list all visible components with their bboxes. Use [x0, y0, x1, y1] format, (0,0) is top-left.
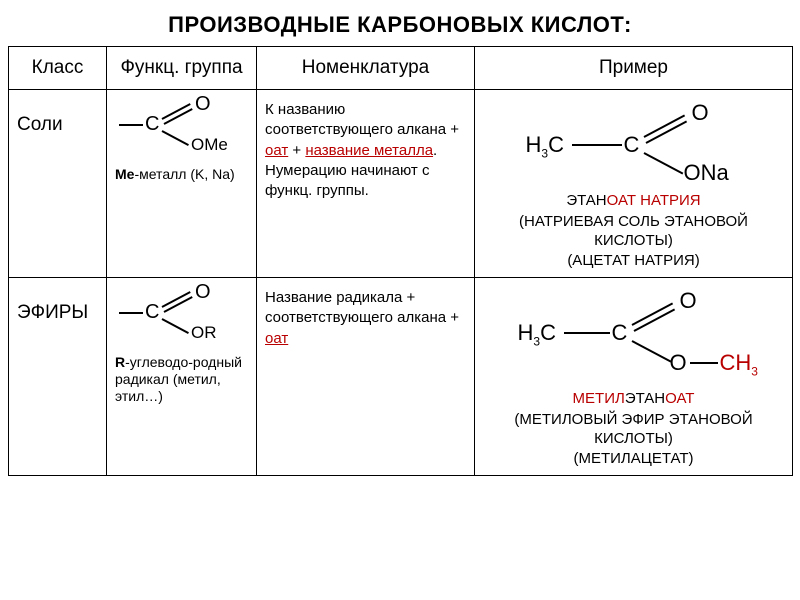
salts-example: H3C C O ONa ЭТАНОАТ НАТРИЯ (НАТРИЕВАЯ СО… — [475, 90, 793, 278]
col-class: Класс — [9, 47, 107, 90]
row-esters: ЭФИРЫ C O OR R-углеводо-родный радикал (… — [9, 278, 793, 476]
table-header-row: Класс Функц. группа Номенклатура Пример — [9, 47, 793, 90]
col-example: Пример — [475, 47, 793, 90]
col-group: Функц. группа — [107, 47, 257, 90]
salts-class: Соли — [9, 90, 107, 278]
salts-ex-p2: (АЦЕТАТ НАТРИЯ) — [483, 252, 784, 271]
salts-ex-formula: H3C C O ONa — [504, 100, 764, 190]
esters-group: C O OR R-углеводо-родный радикал (метил,… — [107, 278, 257, 476]
esters-group-note: R-углеводо-родный радикал (метил, этил…) — [115, 354, 248, 404]
row-salts: Соли C O OMe Me-металл (K, Na) К названи… — [9, 90, 793, 278]
salts-group-note: Me-металл (K, Na) — [115, 166, 248, 183]
esters-class: ЭФИРЫ — [9, 278, 107, 476]
salts-nomen: К названию соответствующего алкана + оат… — [257, 90, 475, 278]
page-title: ПРОИЗВОДНЫЕ КАРБОНОВЫХ КИСЛОТ: — [8, 12, 792, 38]
esters-ex-p1: (МЕТИЛОВЫЙ ЭФИР ЭТАНОВОЙ КИСЛОТЫ) — [483, 411, 784, 449]
derivatives-table: Класс Функц. группа Номенклатура Пример … — [8, 46, 793, 476]
col-nomen: Номенклатура — [257, 47, 475, 90]
esters-ex-formula: H3C C O O CH3 — [504, 288, 764, 388]
esters-example: H3C C O O CH3 МЕТИЛЭТАНОАТ (МЕТИЛОВЫЙ ЭФ… — [475, 278, 793, 476]
salts-group: C O OMe Me-металл (K, Na) — [107, 90, 257, 278]
salts-group-formula: C O OMe — [117, 94, 248, 156]
esters-nomen: Название радикала + соответствующего алк… — [257, 278, 475, 476]
esters-ex-p2: (МЕТИЛАЦЕТАТ) — [483, 450, 784, 469]
esters-group-formula: C O OR — [117, 282, 248, 344]
esters-ex-name: МЕТИЛЭТАНОАТ — [483, 390, 784, 409]
salts-ex-name: ЭТАНОАТ НАТРИЯ — [483, 192, 784, 211]
salts-ex-p1: (НАТРИЕВАЯ СОЛЬ ЭТАНОВОЙ КИСЛОТЫ) — [483, 213, 784, 251]
